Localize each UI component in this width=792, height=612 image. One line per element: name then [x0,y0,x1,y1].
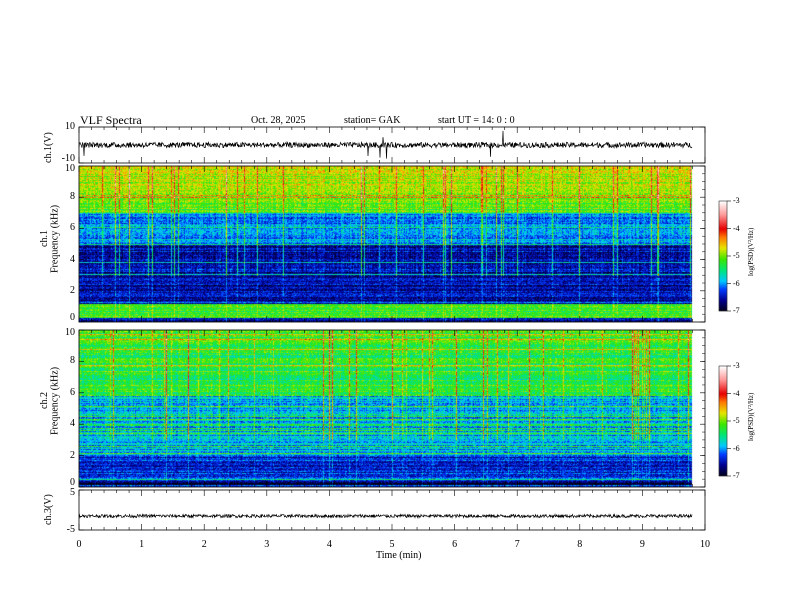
colorbar-tick-label: -5 [733,416,740,425]
y-tick-label: -10 [61,153,75,164]
y-tick-label: 5 [70,487,75,498]
x-tick-label: 6 [452,539,458,550]
colorbar-2 [718,365,728,477]
colorbar-tick-label: -3 [733,361,740,370]
y-tick-label: 4 [70,418,75,430]
start-time-label: start UT = 14: 0 : 0 [438,115,515,126]
colorbar-tick-label: -4 [733,223,740,233]
station-label: station= GAK [344,115,401,126]
x-tick-label: 8 [577,539,583,550]
colorbar-tick-label: -7 [733,471,740,480]
ch3-waveform-trace [78,513,693,519]
y-tick-label: 2 [70,449,75,461]
y-tick-label: 10 [65,327,75,338]
y-tick-label: 10 [65,163,75,174]
colorbar-tick-label: -5 [733,251,740,260]
colorbar-tick-label: -6 [733,443,740,453]
colorbar-1 [718,200,728,312]
y-tick-label: 0 [70,312,75,323]
x-tick-label: 5 [389,539,395,550]
x-tick-label: 0 [76,539,82,550]
y-tick-label: 6 [70,386,75,398]
x-tick-label: 2 [201,539,207,550]
figure-title: VLF Spectra [80,113,142,127]
y-tick-label: 0 [70,477,75,488]
colorbar-tick-label: -6 [733,278,740,288]
y-tick-label: 8 [70,355,75,367]
x-tick-label: 3 [264,539,270,550]
date-label: Oct. 28, 2025 [251,115,306,126]
colorbar-tick-label: -7 [733,306,740,315]
y-tick-label: 10 [65,121,75,132]
x-tick-label: 1 [139,539,145,550]
y-tick-label: 8 [70,191,75,203]
y-tick-label: -5 [66,524,75,535]
ch1-waveform-trace [78,130,693,159]
y-tick-label: 6 [70,222,75,234]
x-tick-label: 10 [700,539,710,550]
y-tick-label: 4 [70,253,75,265]
x-tick-label: 7 [514,539,520,550]
y-tick-label: 2 [70,284,75,296]
colorbar-tick-label: -3 [733,196,740,205]
x-tick-label: 9 [639,539,645,550]
colorbar-tick-label: -4 [733,388,740,398]
xaxis-label: Time (min) [376,550,422,561]
x-tick-label: 4 [326,539,332,550]
